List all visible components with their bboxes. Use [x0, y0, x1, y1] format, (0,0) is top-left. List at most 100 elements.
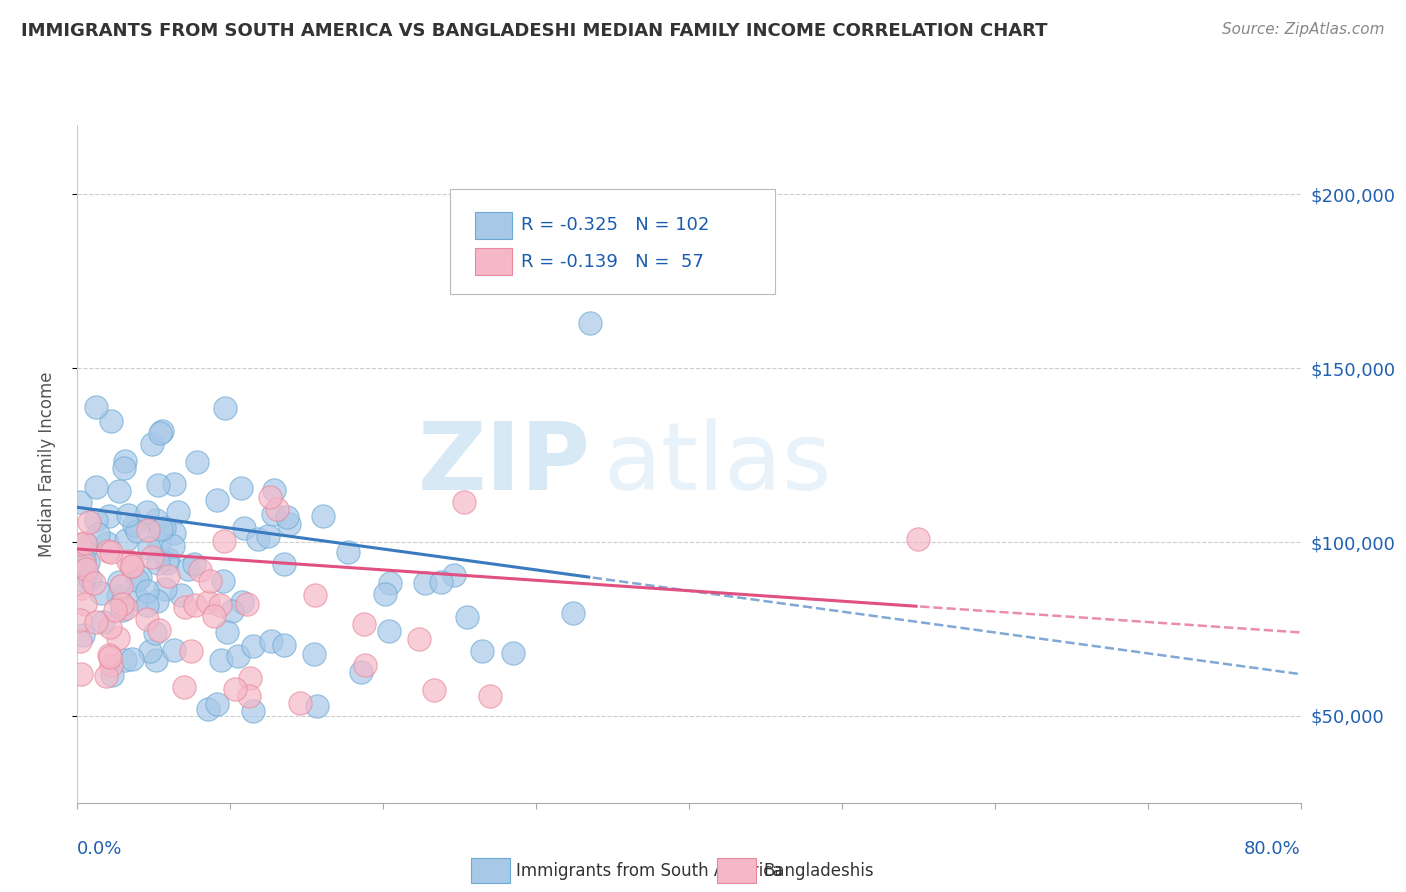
Point: [578, 316, 600, 330]
FancyBboxPatch shape: [475, 248, 512, 276]
Point: [212, 574, 235, 588]
Point: [94, 669, 117, 683]
Point: [91, 615, 114, 629]
FancyBboxPatch shape: [475, 211, 512, 239]
Text: 0.0%: 0.0%: [77, 840, 122, 858]
Point: [84, 480, 107, 494]
Point: [145, 513, 167, 527]
Point: [70, 582, 93, 596]
Point: [98, 648, 121, 663]
Point: [205, 697, 228, 711]
Text: ZIP: ZIP: [418, 417, 591, 510]
Point: [72, 627, 94, 641]
Point: [121, 651, 143, 665]
Point: [456, 610, 478, 624]
Point: [408, 632, 430, 646]
Point: [112, 461, 135, 475]
Point: [136, 505, 159, 519]
FancyBboxPatch shape: [450, 189, 775, 294]
Point: [262, 507, 284, 521]
Point: [907, 532, 929, 546]
Point: [202, 609, 225, 624]
Point: [75, 562, 97, 576]
Point: [97, 509, 120, 524]
Point: [209, 653, 232, 667]
Point: [276, 509, 298, 524]
Point: [69, 537, 91, 551]
Point: [84, 513, 107, 527]
Point: [141, 437, 163, 451]
Point: [200, 574, 222, 588]
Point: [212, 534, 235, 549]
Point: [162, 539, 184, 553]
Point: [233, 521, 256, 535]
Point: [115, 601, 138, 615]
Point: [98, 649, 121, 664]
Point: [87, 527, 110, 541]
Point: [256, 529, 278, 543]
Point: [273, 638, 295, 652]
Point: [184, 599, 207, 613]
Point: [122, 517, 145, 532]
Point: [111, 597, 134, 611]
Point: [117, 508, 139, 522]
Point: [278, 516, 301, 531]
Y-axis label: Median Family Income: Median Family Income: [38, 371, 56, 557]
Point: [127, 524, 149, 538]
Point: [354, 657, 377, 672]
Point: [136, 523, 159, 537]
Point: [107, 631, 129, 645]
Point: [83, 576, 105, 591]
Point: [478, 689, 501, 703]
Point: [173, 681, 195, 695]
Point: [231, 595, 253, 609]
Point: [100, 545, 122, 559]
Point: [471, 644, 494, 658]
Point: [69, 573, 91, 587]
Point: [259, 490, 281, 504]
Point: [197, 595, 219, 609]
Point: [378, 576, 401, 591]
Text: R = -0.325   N = 102: R = -0.325 N = 102: [522, 216, 710, 234]
Point: [125, 573, 148, 587]
Point: [266, 501, 288, 516]
Point: [239, 672, 262, 686]
Point: [224, 681, 246, 696]
Point: [90, 586, 112, 600]
Text: IMMIGRANTS FROM SOUTH AMERICA VS BANGLADESHI MEDIAN FAMILY INCOME CORRELATION CH: IMMIGRANTS FROM SOUTH AMERICA VS BANGLAD…: [21, 22, 1047, 40]
Point: [231, 481, 253, 495]
Point: [242, 639, 264, 653]
Point: [170, 588, 193, 602]
Point: [101, 668, 124, 682]
Text: Source: ZipAtlas.com: Source: ZipAtlas.com: [1222, 22, 1385, 37]
Point: [115, 533, 138, 547]
Point: [73, 597, 96, 611]
Text: Immigrants from South America: Immigrants from South America: [516, 862, 783, 880]
Point: [114, 653, 136, 667]
Point: [128, 570, 150, 584]
Point: [183, 557, 205, 571]
Point: [76, 555, 98, 569]
Point: [136, 598, 159, 612]
Point: [75, 566, 97, 581]
Point: [120, 559, 142, 574]
Point: [242, 704, 264, 718]
Text: atlas: atlas: [603, 417, 831, 510]
Point: [236, 597, 259, 611]
Point: [127, 591, 149, 606]
Point: [378, 624, 401, 638]
Point: [163, 476, 186, 491]
Point: [145, 653, 167, 667]
Point: [103, 602, 125, 616]
Point: [76, 538, 98, 552]
Point: [150, 522, 173, 536]
Point: [114, 454, 136, 468]
Point: [273, 557, 295, 571]
Point: [479, 246, 502, 260]
Point: [75, 536, 97, 550]
Point: [146, 478, 169, 492]
Point: [304, 588, 326, 602]
Point: [138, 541, 160, 555]
Point: [135, 612, 157, 626]
Point: [246, 532, 269, 546]
